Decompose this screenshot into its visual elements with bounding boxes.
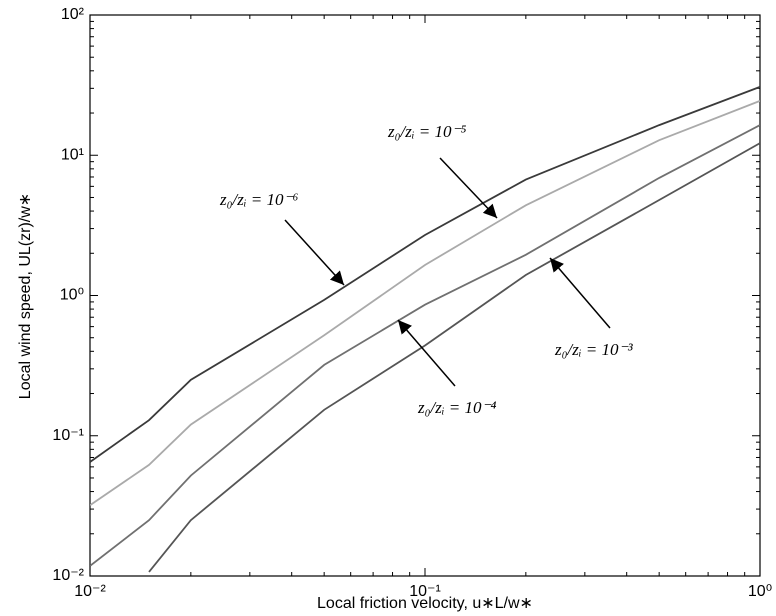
x-tick-label: 10⁻² [74, 583, 106, 600]
annotation: z₀/zᵢ = 10⁻⁴ [417, 398, 496, 417]
y-tick-label: 10⁻¹ [52, 427, 84, 444]
annotation: z₀/zᵢ = 10⁻⁶ [219, 190, 298, 209]
x-axis-label: Local friction velocity, u∗L/w∗ [317, 595, 533, 612]
annotation-arrow [439, 157, 498, 219]
y-tick-label: 10⁻² [52, 567, 84, 584]
series-line [90, 86, 760, 463]
plot-frame [89, 14, 761, 577]
y-tick-label: 10¹ [61, 146, 84, 163]
series-line [90, 100, 760, 506]
annotation: z₀/zᵢ = 10⁻⁵ [387, 122, 466, 141]
y-tick-label: 10⁰ [60, 287, 84, 304]
series-line [90, 124, 760, 567]
x-tick-label: 10⁰ [748, 583, 772, 600]
y-axis-label: Local wind speed, UL(zr)/w∗ [17, 193, 34, 399]
annotation-arrow [397, 319, 456, 387]
series-line [148, 142, 760, 573]
annotation-arrow [549, 257, 611, 329]
x-tick-label: 10⁻¹ [409, 583, 441, 600]
annotation-arrow [284, 219, 345, 286]
y-tick-label: 10² [61, 6, 85, 23]
annotation: z₀/zᵢ = 10⁻³ [554, 340, 633, 359]
